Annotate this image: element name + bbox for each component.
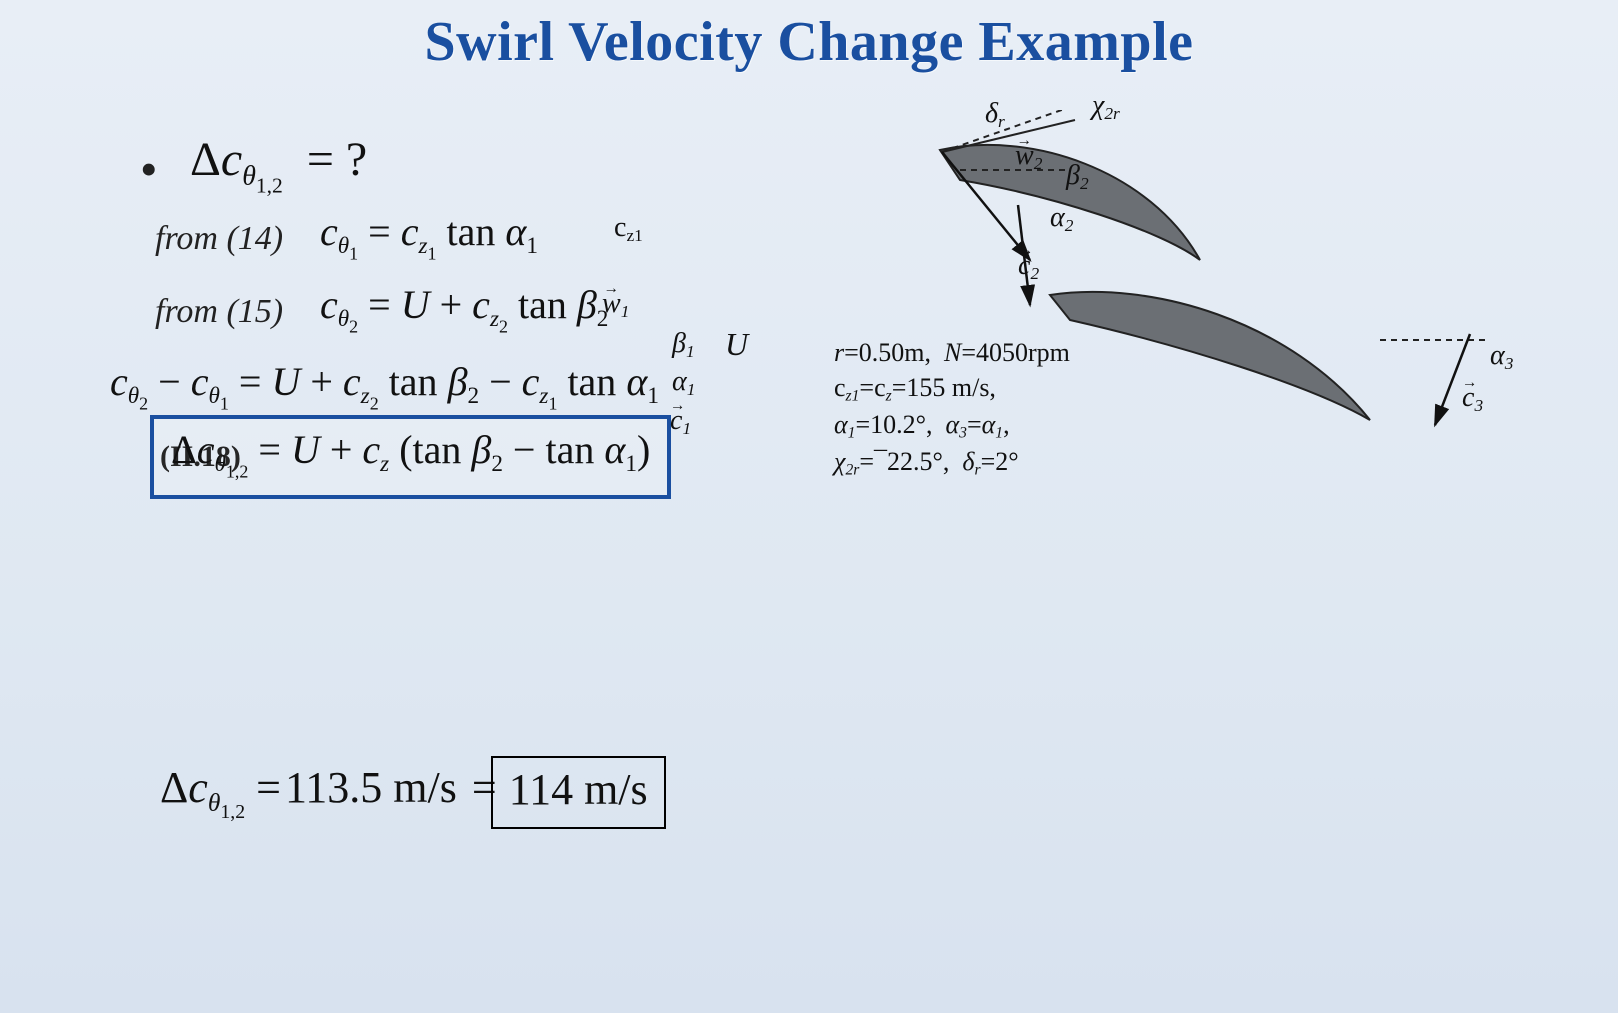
result-lhs: Δcθ1,2 =113.5 m/s =: [160, 762, 497, 824]
lbl-chi2r: χ2r: [1092, 90, 1120, 124]
lbl-alpha1: α1: [672, 366, 695, 400]
lbl-cz1: cz1: [614, 212, 643, 246]
lbl-delta-r: δr: [985, 98, 1005, 132]
from-ref-15: from (15): [155, 293, 283, 331]
param-line3: α1=10.2°, α3=α1,: [834, 407, 1184, 444]
eq-boxed: Δcθ1,2 = U + cz (tan β2 − tan α1): [150, 415, 671, 499]
lbl-beta2: β2: [1066, 160, 1089, 194]
lbl-U: U: [725, 326, 748, 363]
lbl-w1: w1: [602, 288, 629, 322]
from-ref-14: from (14): [155, 220, 283, 258]
param-line2: cz1=cz=155 m/s,: [834, 370, 1184, 407]
eq-line1: cθ1 = cz1 tan α1: [320, 208, 538, 264]
param-line1: r=0.50m, N=4050rpm: [834, 335, 1184, 370]
eq-line2: cθ2 = U + cz2 tan β2: [320, 281, 608, 337]
eq-line3: cθ2 − cθ1 = U + cz2 tan β2 − cz1 tan α1: [110, 358, 659, 414]
lbl-beta1: β1: [672, 328, 695, 362]
velocity-triangle-diagram: δr χ2r w2 β2 α2 c2 cz1 w1 β1 U α1 c1 α3 …: [770, 110, 1590, 530]
bullet-dot: •: [140, 140, 158, 198]
lbl-c1: c1: [670, 405, 691, 439]
lbl-alpha3: α3: [1490, 340, 1513, 374]
lbl-c3: c3: [1462, 382, 1483, 416]
question-eq: Δcθ1,2 = ?: [190, 132, 367, 198]
diagram-parameters: r=0.50m, N=4050rpm cz1=cz=155 m/s, α1=10…: [834, 335, 1184, 480]
lbl-c2: c2: [1018, 250, 1039, 284]
page-title: Swirl Velocity Change Example: [0, 10, 1618, 74]
lbl-alpha2: α2: [1050, 202, 1073, 236]
result-box: 114 m/s: [491, 756, 666, 829]
param-line4: χ2r=¯22.5°, δr=2°: [834, 444, 1184, 481]
lbl-w2: w2: [1015, 140, 1042, 174]
